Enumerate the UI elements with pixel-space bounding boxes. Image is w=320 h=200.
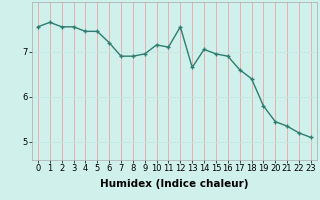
X-axis label: Humidex (Indice chaleur): Humidex (Indice chaleur): [100, 179, 249, 189]
